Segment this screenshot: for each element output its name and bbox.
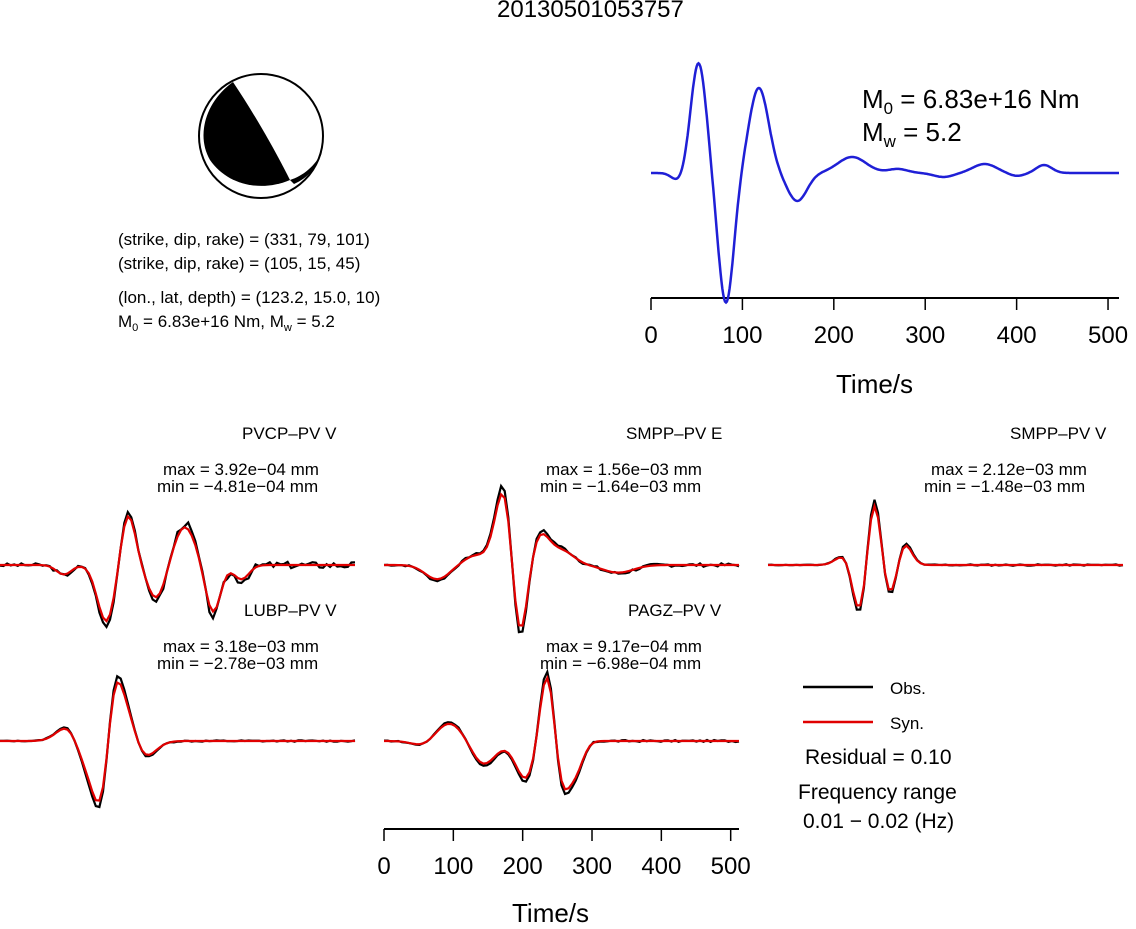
synthetic-trace	[384, 674, 739, 791]
station-min: min = −6.98e−04 mm	[540, 654, 702, 673]
nodal-plane-2: (strike, dip, rake) = (105, 15, 45)	[118, 254, 361, 273]
station-min: min = −1.48e−03 mm	[924, 477, 1086, 496]
legend-obs-label: Obs.	[890, 679, 926, 698]
beachball-compression-sliver	[290, 152, 322, 184]
station-name: LUBP–PV V	[244, 601, 337, 620]
observed-trace	[767, 499, 1124, 611]
stf-mw-label: Mw = 5.2	[862, 117, 962, 151]
frequency-range-label: Frequency range	[798, 781, 957, 804]
x-tick-label: 500	[1088, 322, 1128, 349]
x-tick-label: 100	[433, 853, 473, 880]
stf-ticks: 0 100 200 300 400 500	[644, 298, 1128, 349]
station-min: min = −1.64e−03 mm	[540, 477, 702, 496]
legend-syn-label: Syn.	[890, 714, 925, 733]
x-tick-label: 500	[711, 853, 751, 880]
location-depth: (lon., lat, depth) = (123.2, 15.0, 10)	[118, 288, 381, 307]
station-max: max = 1.56e−03 mm	[546, 460, 702, 479]
source-time-function-curve	[651, 61, 1119, 305]
station-name: SMPP–PV E	[626, 424, 723, 443]
station-min: min = −4.81e−04 mm	[157, 477, 319, 496]
station-name: SMPP–PV V	[1010, 424, 1107, 443]
seismogram-traces	[0, 483, 1124, 809]
station-name: PVCP–PV V	[242, 424, 337, 443]
x-tick-label: 300	[905, 322, 945, 349]
synthetic-trace	[0, 680, 355, 802]
stf-x-axis-title: Time/s	[836, 369, 914, 399]
stf-m0-label: M0 = 6.83e+16 Nm	[862, 84, 1080, 118]
x-tick-label: 0	[377, 853, 390, 880]
focal-mechanism-beachball	[198, 73, 324, 199]
residual-label: Residual = 0.10	[805, 746, 952, 769]
beachball-compression-quadrant	[203, 82, 290, 186]
bottom-x-axis-title: Time/s	[512, 898, 590, 928]
x-tick-label: 200	[503, 853, 543, 880]
station-name: PAGZ–PV V	[628, 601, 722, 620]
x-tick-label: 0	[644, 322, 657, 349]
x-tick-label: 400	[997, 322, 1037, 349]
x-tick-label: 100	[722, 322, 762, 349]
x-tick-label: 200	[814, 322, 854, 349]
x-tick-label: 300	[572, 853, 612, 880]
x-tick-label: 400	[641, 853, 681, 880]
station-max: max = 3.92e−04 mm	[163, 460, 319, 479]
synthetic-trace	[768, 502, 1123, 607]
synthetic-trace	[384, 492, 739, 627]
frequency-range-value: 0.01 − 0.02 (Hz)	[803, 810, 955, 833]
station-max: max = 3.18e−03 mm	[163, 637, 319, 656]
nodal-plane-1: (strike, dip, rake) = (331, 79, 101)	[118, 230, 370, 249]
synthetic-trace	[0, 514, 355, 623]
moment-magnitude-line: M0 = 6.83e+16 Nm, Mw = 5.2	[118, 312, 335, 334]
observed-trace	[383, 483, 740, 634]
page-title: 20130501053757	[497, 0, 684, 23]
station-max: max = 2.12e−03 mm	[931, 460, 1087, 479]
bottom-ticks: 0 100 200 300 400 500	[377, 829, 751, 880]
station-max: max = 9.17e−04 mm	[546, 637, 702, 656]
station-min: min = −2.78e−03 mm	[157, 654, 319, 673]
